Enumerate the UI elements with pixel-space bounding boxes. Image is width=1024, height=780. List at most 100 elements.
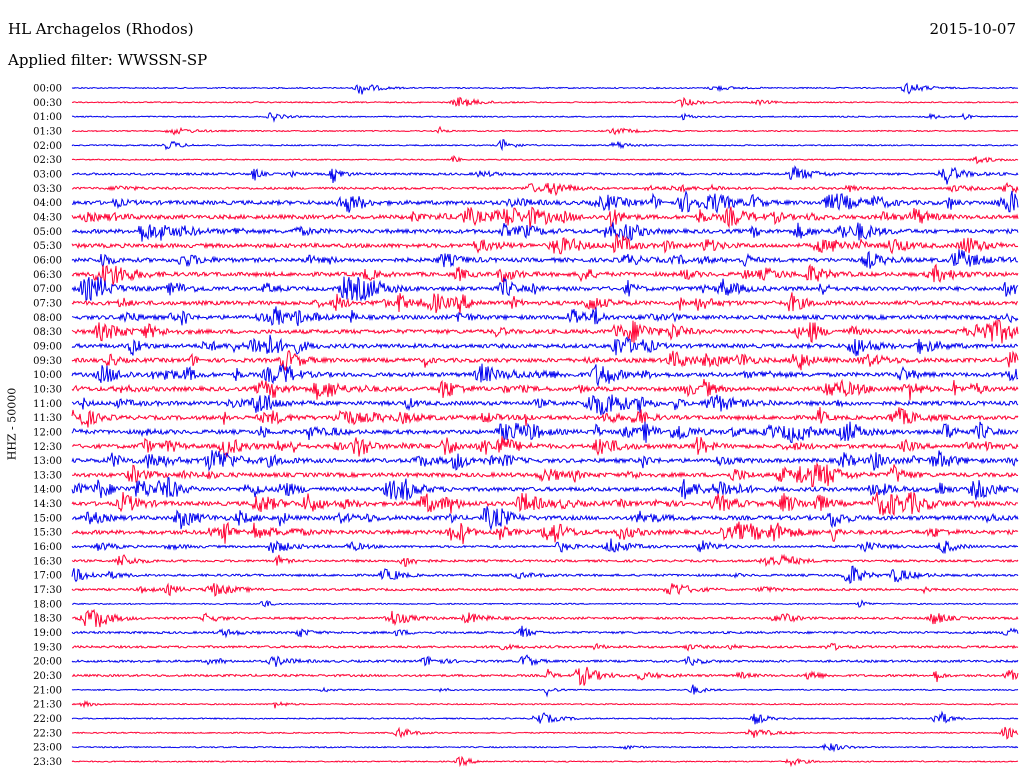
trace-row-1500	[71, 506, 1019, 531]
station-title: HL Archagelos (Rhodos)	[8, 20, 194, 38]
trace-row-1930	[71, 642, 1019, 652]
row-tick-label: 21:30	[33, 700, 62, 711]
trace-row-1630	[71, 553, 1019, 567]
row-tick-label: 19:30	[33, 642, 62, 653]
row-tick-label: 05:30	[33, 241, 62, 252]
row-tick-label: 04:30	[33, 212, 62, 223]
row-tick-label: 01:30	[33, 126, 62, 137]
filter-label: Applied filter: WWSSN-SP	[8, 51, 208, 69]
row-tick-label: 08:00	[33, 313, 62, 324]
trace-row-2100	[71, 684, 1019, 698]
trace-row-1200	[71, 421, 1019, 444]
trace-row-0100	[71, 111, 1019, 123]
trace-row-0400	[71, 189, 1019, 214]
trace-row-0800	[71, 306, 1019, 327]
trace-row-1130	[71, 407, 1019, 428]
trace-row-0300	[71, 165, 1019, 185]
trace-row-0030	[71, 96, 1019, 109]
trace-row-0630	[71, 263, 1019, 286]
row-tick-label: 10:30	[33, 384, 62, 395]
row-tick-label: 11:00	[33, 399, 62, 410]
trace-row-1600	[71, 538, 1019, 554]
row-tick-label: 06:30	[33, 270, 62, 281]
trace-row-1330	[71, 461, 1019, 488]
trace-row-2000	[71, 654, 1019, 667]
trace-row-2300	[71, 743, 1019, 753]
trace-row-1400	[71, 476, 1019, 501]
row-tick-label: 00:30	[33, 98, 62, 109]
row-tick-label: 21:00	[33, 685, 62, 696]
trace-row-0830	[71, 319, 1019, 344]
row-tick-label: 15:00	[33, 513, 62, 524]
row-tick-label: 13:00	[33, 456, 62, 467]
row-tick-label: 02:30	[33, 155, 62, 166]
trace-row-1030	[71, 378, 1019, 401]
row-tick-label: 08:30	[33, 327, 62, 338]
trace-row-0600	[71, 249, 1019, 269]
row-tick-label: 17:30	[33, 585, 62, 596]
row-tick-label: 23:30	[33, 757, 62, 768]
trace-row-2130	[71, 699, 1019, 709]
row-tick-label: 23:00	[33, 743, 62, 754]
trace-row-1800	[71, 599, 1019, 608]
trace-row-1300	[71, 449, 1019, 472]
trace-row-0430	[71, 206, 1019, 229]
row-tick-label: 20:00	[33, 657, 62, 668]
row-tick-label: 16:00	[33, 542, 62, 553]
trace-row-1900	[71, 625, 1019, 639]
trace-row-0500	[71, 222, 1019, 242]
trace-row-1730	[71, 582, 1019, 597]
trace-row-1530	[71, 521, 1019, 545]
trace-row-0200	[71, 139, 1018, 152]
row-tick-label: 01:00	[33, 112, 62, 123]
row-tick-label: 18:30	[33, 614, 62, 625]
trace-row-0000	[71, 82, 1019, 95]
trace-row-0530	[71, 234, 1019, 255]
trace-row-0130	[71, 125, 1019, 136]
row-tick-label: 12:30	[33, 442, 62, 453]
trace-row-2330	[71, 755, 1019, 768]
row-tick-label: 09:30	[33, 356, 62, 367]
row-tick-label: 20:30	[33, 671, 62, 682]
row-tick-label: 04:00	[33, 198, 62, 209]
row-tick-label: 15:30	[33, 528, 62, 539]
row-tick-label: 03:00	[33, 169, 62, 180]
row-tick-label: 14:30	[33, 499, 62, 510]
trace-row-0930	[71, 349, 1019, 372]
row-tick-label: 05:00	[33, 227, 62, 238]
row-tick-label: 18:00	[33, 599, 62, 610]
row-tick-label: 00:00	[33, 84, 62, 95]
trace-row-1000	[71, 363, 1019, 388]
row-tick-label: 19:00	[33, 628, 62, 639]
row-tick-label: 02:00	[33, 141, 62, 152]
date-label: 2015-10-07	[929, 20, 1016, 38]
trace-row-1100	[71, 394, 1019, 416]
row-tick-label: 07:00	[33, 284, 62, 295]
row-tick-label: 12:00	[33, 427, 62, 438]
row-tick-label: 10:00	[33, 370, 62, 381]
row-tick-label: 06:00	[33, 255, 62, 266]
row-tick-label: 22:30	[33, 728, 62, 739]
row-tick-label: 13:30	[33, 470, 62, 481]
trace-row-2030	[71, 666, 1019, 686]
trace-row-0230	[71, 155, 1019, 165]
trace-row-2200	[71, 710, 1019, 725]
trace-row-0700	[71, 276, 1019, 302]
row-tick-label: 22:00	[33, 714, 62, 725]
trace-row-1830	[71, 608, 1019, 628]
row-tick-label: 14:00	[33, 485, 62, 496]
trace-row-0730	[71, 292, 1018, 314]
trace-row-1230	[71, 436, 1019, 459]
row-tick-label: 16:30	[33, 556, 62, 567]
trace-row-1700	[71, 565, 1019, 585]
row-tick-label: 09:00	[33, 341, 62, 352]
row-tick-label: 07:30	[33, 298, 62, 309]
trace-row-0330	[71, 181, 1019, 197]
row-tick-label: 03:30	[33, 184, 62, 195]
trace-row-1430	[71, 492, 1018, 517]
row-tick-label: 17:00	[33, 571, 62, 582]
trace-row-0900	[71, 334, 1019, 357]
trace-row-2230	[71, 726, 1019, 740]
row-tick-label: 11:30	[33, 413, 62, 424]
